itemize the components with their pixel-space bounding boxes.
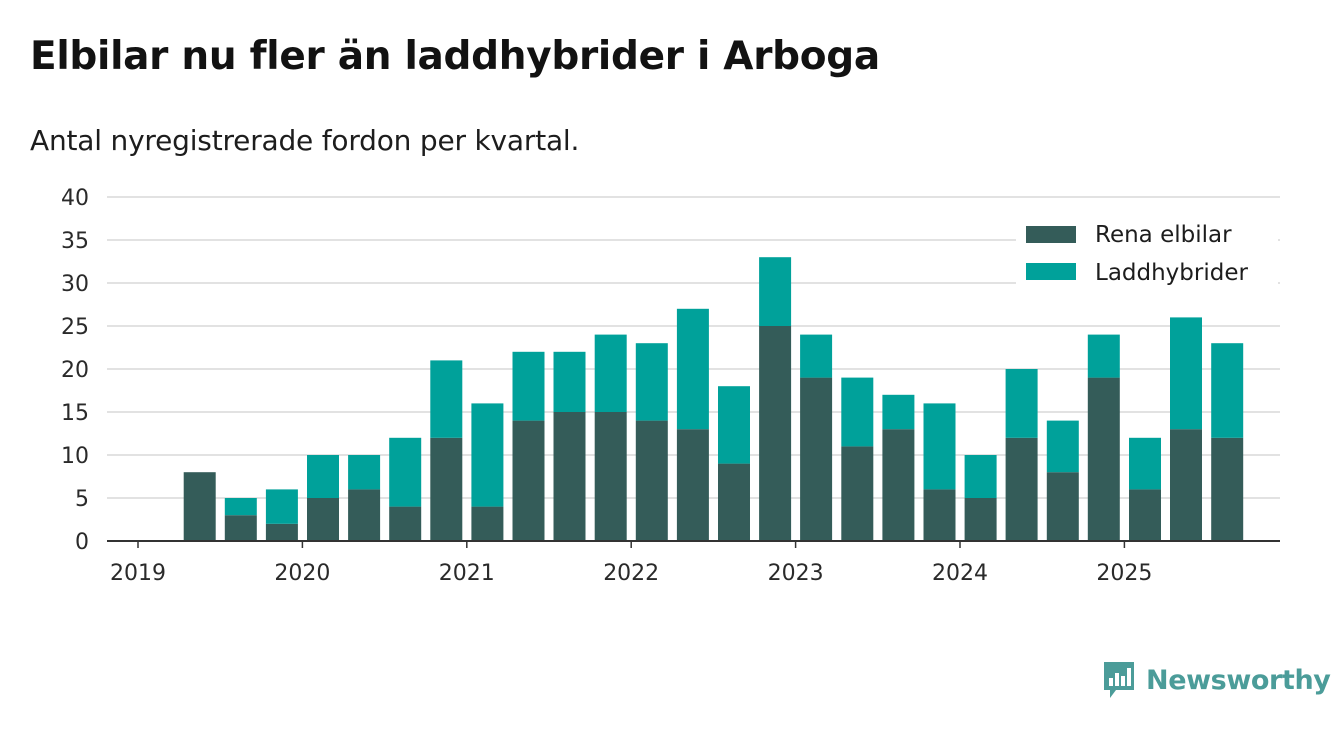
- bar-rena-elbilar-2023q4: [923, 489, 956, 541]
- bar-laddhybrider-2025q2: [1170, 317, 1202, 430]
- legend-swatch-rena-elbilar: [1026, 226, 1076, 243]
- y-tick-label: 5: [75, 487, 89, 512]
- bar-rena-elbilar-2024q1: [964, 498, 997, 541]
- bar-laddhybrider-2022q2: [676, 308, 709, 430]
- legend-label-laddhybrider: Laddhybrider: [1095, 260, 1248, 286]
- y-tick-label: 0: [75, 530, 89, 555]
- bar-rena-elbilar-2024q2: [1005, 437, 1038, 541]
- bar-rena-elbilar-2020q1: [307, 498, 339, 541]
- bar-laddhybrider-2019q3: [224, 498, 257, 516]
- y-tick-label: 15: [61, 401, 89, 426]
- chart-subtitle: Antal nyregistrerade fordon per kvartal.: [30, 124, 580, 157]
- bar-rena-elbilar-2020q2: [348, 489, 381, 541]
- bar-laddhybrider-2021q2: [512, 351, 545, 421]
- bar-rena-elbilar-2019q4: [265, 523, 298, 541]
- y-tick-label: 10: [61, 444, 89, 469]
- bar-laddhybrider-2023q4: [923, 403, 956, 490]
- bar-laddhybrider-2021q3: [553, 351, 586, 412]
- y-tick-label: 40: [61, 186, 89, 211]
- legend-label-rena-elbilar: Rena elbilar: [1095, 222, 1232, 248]
- bar-laddhybrider-2023q2: [841, 377, 874, 447]
- bar-laddhybrider-2025q1: [1129, 437, 1161, 490]
- bar-rena-elbilar-2023q1: [800, 377, 833, 541]
- x-tick-label: 2022: [603, 561, 659, 586]
- bar-laddhybrider-2021q4: [594, 334, 627, 412]
- legend: Rena elbilar Laddhybrider: [1016, 214, 1278, 290]
- bar-rena-elbilar-2021q1: [471, 506, 504, 541]
- x-tick-label: 2021: [439, 561, 495, 586]
- bar-laddhybrider-2025q3: [1211, 343, 1244, 438]
- bar-laddhybrider-2024q2: [1005, 369, 1038, 438]
- newsworthy-logo-icon: [1104, 662, 1134, 698]
- bar-rena-elbilar-2023q2: [841, 446, 874, 541]
- bar-laddhybrider-2019q4: [265, 489, 298, 524]
- bar-laddhybrider-2024q3: [1046, 420, 1079, 473]
- y-axis-ticks: 0 5 10 15 20 25 30 35 40: [61, 186, 89, 555]
- bar-rena-elbilar-2022q2: [676, 429, 709, 541]
- bar-rena-elbilar-2024q4: [1087, 377, 1120, 541]
- y-tick-label: 35: [61, 229, 89, 254]
- bar-rena-elbilar-2022q1: [635, 420, 668, 541]
- bar-rena-elbilar-2021q4: [594, 412, 627, 541]
- bar-laddhybrider-2024q4: [1087, 334, 1120, 378]
- bar-rena-elbilar-2025q2: [1170, 429, 1202, 541]
- bar-rena-elbilar-2019q3: [224, 515, 257, 541]
- y-tick-label: 20: [61, 358, 89, 383]
- newsworthy-logo: Newsworthy: [1102, 660, 1331, 700]
- y-tick-label: 30: [61, 272, 89, 297]
- x-tick-label: 2019: [110, 561, 166, 586]
- bar-laddhybrider-2020q2: [348, 455, 381, 490]
- legend-swatch-laddhybrider: [1026, 263, 1076, 280]
- bar-laddhybrider-2022q1: [635, 343, 668, 421]
- bar-rena-elbilar-2025q3: [1211, 437, 1244, 541]
- chart-title: Elbilar nu fler än laddhybrider i Arboga: [30, 34, 880, 79]
- bar-laddhybrider-2024q1: [964, 455, 997, 498]
- bars: [183, 257, 1244, 541]
- y-tick-label: 25: [61, 315, 89, 340]
- bar-rena-elbilar-2021q2: [512, 420, 545, 541]
- x-axis-ticks: 2019 2020 2021 2022 2023 2024 2025: [110, 541, 1152, 586]
- bar-rena-elbilar-2023q3: [882, 429, 915, 541]
- bar-laddhybrider-2023q1: [800, 334, 833, 378]
- brand-name: Newsworthy: [1146, 664, 1331, 696]
- bar-rena-elbilar-2019q2: [183, 472, 216, 541]
- bar-laddhybrider-2020q4: [430, 360, 463, 438]
- bar-rena-elbilar-2020q4: [430, 437, 463, 541]
- bar-rena-elbilar-2025q1: [1129, 489, 1161, 541]
- bar-rena-elbilar-2021q3: [553, 412, 586, 541]
- x-tick-label: 2023: [768, 561, 824, 586]
- bar-rena-elbilar-2022q3: [718, 463, 750, 541]
- bar-rena-elbilar-2022q4: [759, 326, 792, 541]
- bar-laddhybrider-2022q3: [718, 386, 750, 464]
- bar-rena-elbilar-2024q3: [1046, 472, 1079, 541]
- bar-laddhybrider-2022q4: [759, 257, 792, 326]
- bar-laddhybrider-2020q3: [389, 437, 422, 507]
- bar-laddhybrider-2023q3: [882, 394, 915, 430]
- x-tick-label: 2025: [1096, 561, 1152, 586]
- x-tick-label: 2024: [932, 561, 988, 586]
- bar-rena-elbilar-2020q3: [389, 506, 422, 541]
- bar-laddhybrider-2020q1: [307, 455, 339, 498]
- bar-laddhybrider-2021q1: [471, 403, 504, 507]
- x-tick-label: 2020: [274, 561, 330, 586]
